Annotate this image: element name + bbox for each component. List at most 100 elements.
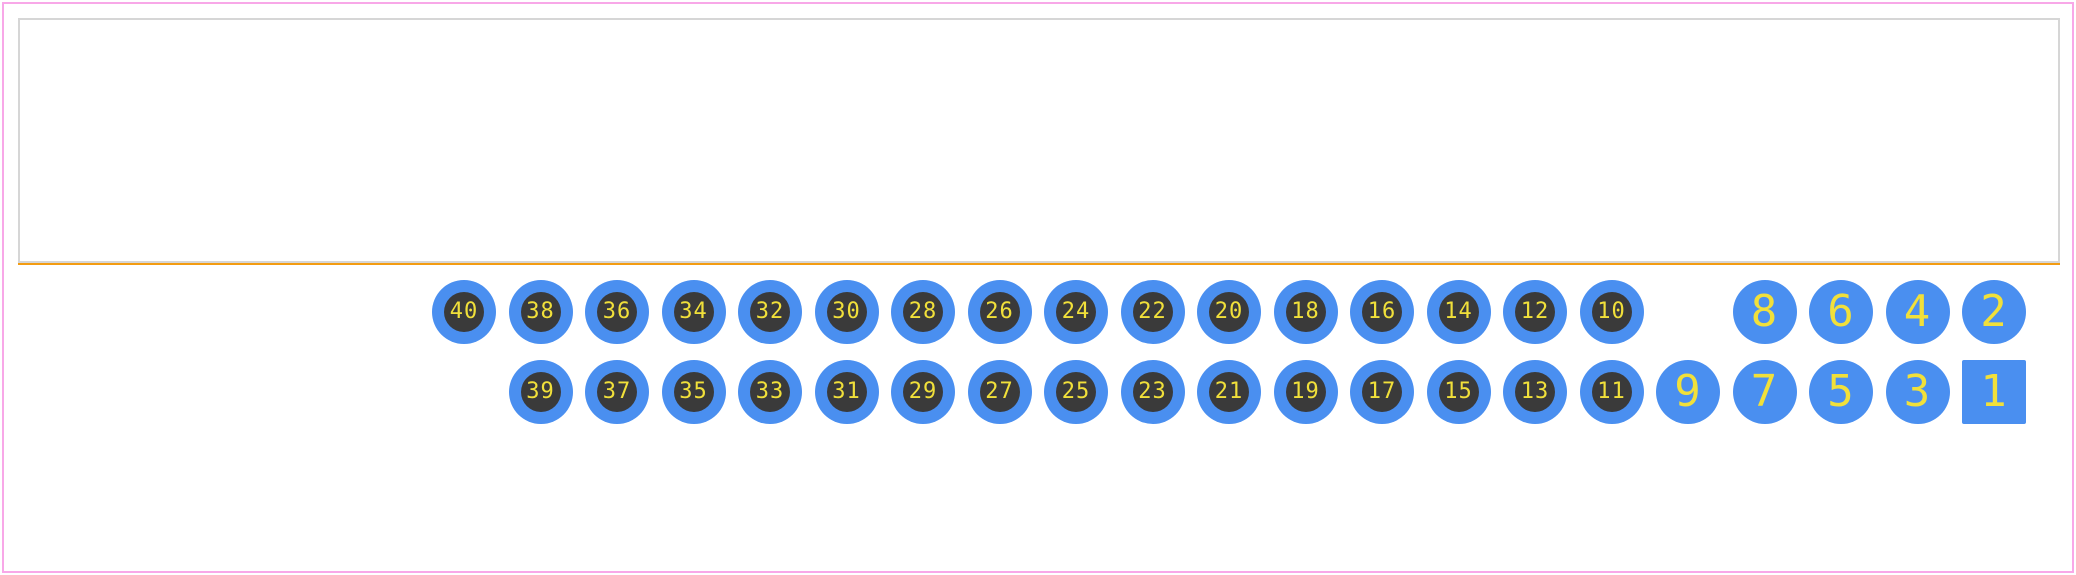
pad-9: 9	[1656, 360, 1720, 424]
pad-label-10: 10	[1597, 301, 1626, 323]
pad-hole-27: 27	[980, 372, 1020, 412]
pad-hole-29: 29	[903, 372, 943, 412]
pad-label-13: 13	[1521, 381, 1550, 403]
pad-hole-18: 18	[1286, 292, 1326, 332]
pad-37: 37	[585, 360, 649, 424]
pad-21: 21	[1197, 360, 1261, 424]
pad-label-19: 19	[1291, 381, 1320, 403]
pad-5: 5	[1809, 360, 1873, 424]
pad-hole-25: 25	[1056, 372, 1096, 412]
pad-13: 13	[1503, 360, 1567, 424]
pad-label-3: 3	[1904, 370, 1932, 414]
pad-label-37: 37	[603, 381, 632, 403]
pad-hole-12: 12	[1515, 292, 1555, 332]
pad-30: 30	[815, 280, 879, 344]
pad-18: 18	[1274, 280, 1338, 344]
pad-39: 39	[509, 360, 573, 424]
pad-3: 3	[1886, 360, 1950, 424]
pad-10: 10	[1580, 280, 1644, 344]
pad-hole-17: 17	[1362, 372, 1402, 412]
pad-hole-11: 11	[1592, 372, 1632, 412]
pad-label-29: 29	[909, 381, 938, 403]
pad-label-34: 34	[679, 301, 708, 323]
pad-label-18: 18	[1291, 301, 1320, 323]
pad-29: 29	[891, 360, 955, 424]
pad-label-14: 14	[1444, 301, 1473, 323]
pad-6: 6	[1809, 280, 1873, 344]
pad-40: 40	[432, 280, 496, 344]
silkscreen-outline	[18, 18, 2060, 263]
pad-7: 7	[1733, 360, 1797, 424]
pad-label-5: 5	[1827, 370, 1855, 414]
pad-hole-26: 26	[980, 292, 1020, 332]
pad-label-15: 15	[1444, 381, 1473, 403]
pad-label-2: 2	[1980, 290, 2008, 334]
pad-label-25: 25	[1062, 381, 1091, 403]
pad-hole-24: 24	[1056, 292, 1096, 332]
pad-hole-38: 38	[521, 292, 561, 332]
pad-label-28: 28	[909, 301, 938, 323]
pad-8: 8	[1733, 280, 1797, 344]
pad-24: 24	[1044, 280, 1108, 344]
pad-label-32: 32	[756, 301, 785, 323]
pad-label-21: 21	[1215, 381, 1244, 403]
pad-label-1: 1	[1980, 370, 2008, 414]
pad-label-27: 27	[985, 381, 1014, 403]
pad-hole-23: 23	[1133, 372, 1173, 412]
pad-26: 26	[968, 280, 1032, 344]
pad-label-31: 31	[832, 381, 861, 403]
footprint-canvas: 1234567891011121314151617181920212223242…	[0, 0, 2076, 575]
pad-hole-35: 35	[674, 372, 714, 412]
pad-hole-19: 19	[1286, 372, 1326, 412]
pad-2: 2	[1962, 280, 2026, 344]
pad-label-9: 9	[1674, 370, 1702, 414]
pad-23: 23	[1121, 360, 1185, 424]
pad-label-16: 16	[1368, 301, 1397, 323]
pad-34: 34	[662, 280, 726, 344]
pad-27: 27	[968, 360, 1032, 424]
pad-label-22: 22	[1138, 301, 1167, 323]
pad-hole-22: 22	[1133, 292, 1173, 332]
pad-14: 14	[1427, 280, 1491, 344]
pad-hole-34: 34	[674, 292, 714, 332]
pad-label-35: 35	[679, 381, 708, 403]
pad-20: 20	[1197, 280, 1261, 344]
pad-12: 12	[1503, 280, 1567, 344]
pad-label-12: 12	[1521, 301, 1550, 323]
pad-label-40: 40	[450, 301, 479, 323]
pad-label-30: 30	[832, 301, 861, 323]
pad-28: 28	[891, 280, 955, 344]
courtyard-line	[18, 263, 2060, 265]
pad-hole-36: 36	[597, 292, 637, 332]
pad-38: 38	[509, 280, 573, 344]
pad-label-20: 20	[1215, 301, 1244, 323]
pad-hole-31: 31	[827, 372, 867, 412]
pad-label-4: 4	[1904, 290, 1932, 334]
pad-hole-20: 20	[1209, 292, 1249, 332]
pad-36: 36	[585, 280, 649, 344]
pad-17: 17	[1350, 360, 1414, 424]
pad-33: 33	[738, 360, 802, 424]
pad-hole-16: 16	[1362, 292, 1402, 332]
pad-32: 32	[738, 280, 802, 344]
pad-label-33: 33	[756, 381, 785, 403]
pad-label-6: 6	[1827, 290, 1855, 334]
pad-35: 35	[662, 360, 726, 424]
pad-hole-14: 14	[1439, 292, 1479, 332]
pad-hole-21: 21	[1209, 372, 1249, 412]
pad-label-11: 11	[1597, 381, 1626, 403]
pad-hole-15: 15	[1439, 372, 1479, 412]
pad-11: 11	[1580, 360, 1644, 424]
pad-label-36: 36	[603, 301, 632, 323]
pad-label-8: 8	[1751, 290, 1779, 334]
pad-label-39: 39	[526, 381, 555, 403]
pad-hole-39: 39	[521, 372, 561, 412]
pad-19: 19	[1274, 360, 1338, 424]
pad-4: 4	[1886, 280, 1950, 344]
pad-hole-40: 40	[444, 292, 484, 332]
pad-16: 16	[1350, 280, 1414, 344]
pad-hole-32: 32	[750, 292, 790, 332]
pad-31: 31	[815, 360, 879, 424]
pad-label-23: 23	[1138, 381, 1167, 403]
pad-hole-37: 37	[597, 372, 637, 412]
